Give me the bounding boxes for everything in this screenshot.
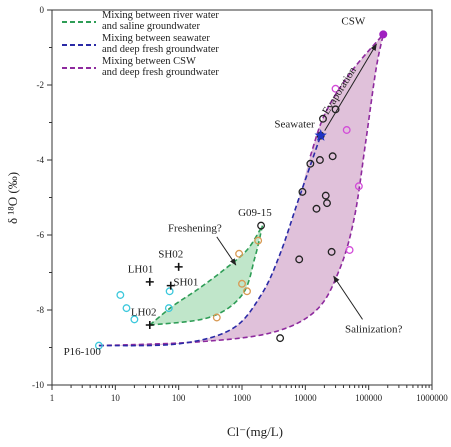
annotation-csw: CSW <box>341 15 365 27</box>
annotation-sh02: SH02 <box>158 249 183 261</box>
legend-label: and deep fresh groundwater <box>102 44 219 55</box>
data-points <box>94 30 388 350</box>
black-point <box>295 255 304 264</box>
csw-mixing-line-right <box>98 34 385 347</box>
mixing-lines <box>98 33 385 347</box>
cyan-point <box>122 304 131 313</box>
legend-label: Mixing between river water <box>102 10 219 21</box>
annotation-sh01: SH01 <box>173 277 198 289</box>
x-tick-label: 1 <box>50 393 55 403</box>
black-point <box>276 334 285 343</box>
cross-point <box>174 262 183 271</box>
magenta-point <box>345 246 354 254</box>
x-tick-label: 100000 <box>355 393 383 403</box>
black-point <box>257 221 266 230</box>
black-point <box>321 191 330 200</box>
black-point <box>328 152 337 161</box>
black-point <box>319 114 327 123</box>
orange-point <box>238 279 246 288</box>
cross-point <box>145 277 154 286</box>
evaporation-arrow <box>324 43 377 131</box>
x-tick-label: 100 <box>172 393 186 403</box>
legend-label: and saline groundwater <box>102 21 200 32</box>
black-point <box>315 156 324 164</box>
csw-mixing-line-upper <box>309 33 384 157</box>
black-point <box>327 247 336 256</box>
csw-point <box>379 30 388 39</box>
axes: 1 10 100 1000 10000 100000 1000000 0 -2 -4 -6 -8 -10 <box>32 5 448 403</box>
annotations: CSWSeawaterEvaporationFreshening?G09-15S… <box>64 15 403 358</box>
x-tick-label: 10 <box>111 393 121 403</box>
y-axis-title: δ ¹⁸O (‰) <box>5 172 20 224</box>
river-mixing-area <box>149 225 263 325</box>
black-point <box>306 159 315 168</box>
magenta-point <box>331 84 340 93</box>
x-axis-title: Cl⁻(mg/L) <box>227 424 283 439</box>
annotation-lh01: LH01 <box>128 264 154 276</box>
cyan-point <box>130 315 139 324</box>
annotation-g0915: G09-15 <box>238 207 272 219</box>
river-mixing-line-lower <box>149 225 264 326</box>
cyan-point <box>94 341 103 350</box>
cyan-point <box>164 304 173 313</box>
y-tick-label: 0 <box>40 5 45 15</box>
cross-point <box>145 321 154 329</box>
freshening-arrow <box>216 236 237 266</box>
mixing-areas <box>98 34 384 346</box>
orange-point <box>243 287 251 296</box>
magenta-point <box>354 182 363 191</box>
legend-label: Mixing between seawater <box>102 33 210 44</box>
legend-label: and deep fresh groundwater <box>102 67 219 78</box>
cyan-point <box>116 291 125 299</box>
x-tick-label: 10000 <box>294 393 317 403</box>
black-point <box>312 204 321 213</box>
seawater-star <box>314 129 327 141</box>
cyan-point <box>165 287 174 296</box>
orange-point <box>235 249 244 258</box>
river-mixing-line-upper <box>149 225 264 326</box>
annotation-salinization: Salinization? <box>345 324 403 336</box>
y-tick-label: -10 <box>32 380 44 390</box>
legend-label: Mixing between CSW <box>102 56 196 67</box>
y-tick-label: -2 <box>37 80 45 90</box>
y-tick-label: -8 <box>37 305 45 315</box>
black-point <box>323 199 331 208</box>
seawater-mixing-line <box>98 135 322 347</box>
orange-point <box>212 313 221 322</box>
magenta-point <box>342 126 351 134</box>
y-tick-label: -6 <box>37 230 45 240</box>
y-tick-label: -4 <box>37 155 45 165</box>
black-point <box>298 187 307 196</box>
x-tick-label: 1000 <box>233 393 252 403</box>
orange-point <box>254 236 263 245</box>
annotation-seawater: Seawater <box>274 119 315 131</box>
cross-point <box>166 281 175 290</box>
x-tick-label: 1000000 <box>416 393 448 403</box>
annotation-lh02: LH02 <box>131 307 157 319</box>
annotation-p16100: P16-100 <box>64 346 102 358</box>
annotation-freshening: Freshening? <box>168 222 222 234</box>
salinization-arrow <box>333 275 363 320</box>
csw-mixing-area <box>98 34 384 346</box>
